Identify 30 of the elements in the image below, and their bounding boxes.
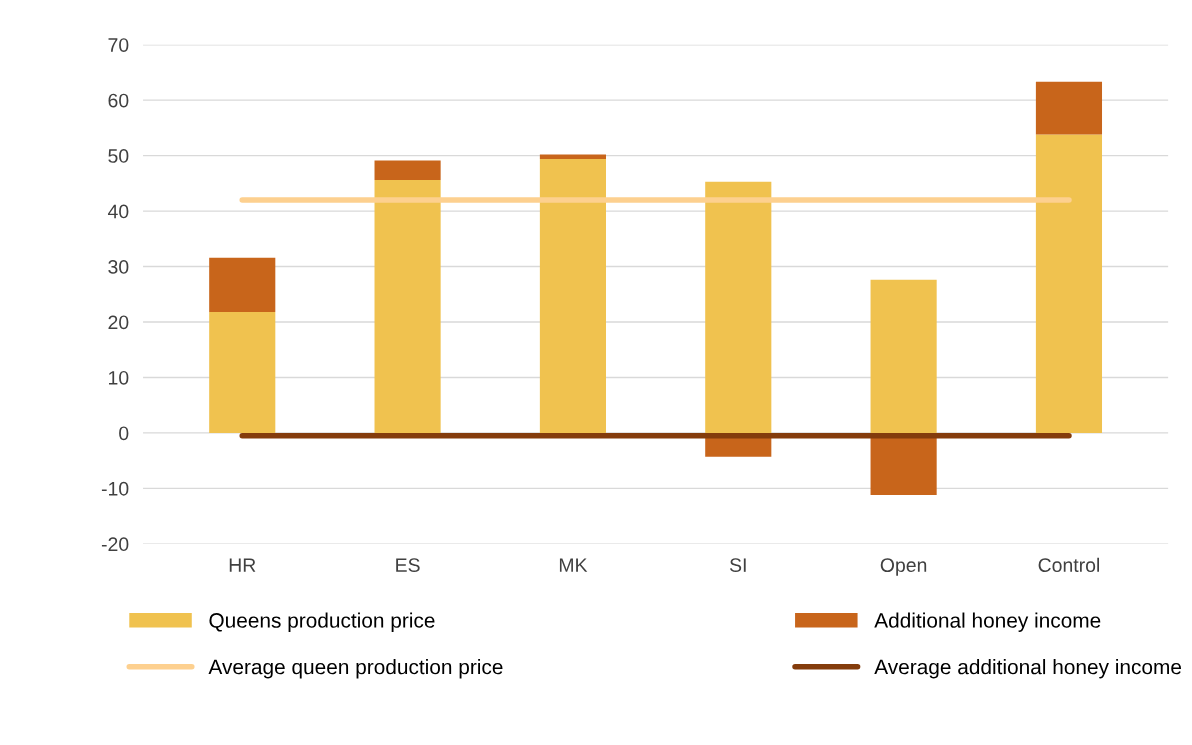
legend-label: Queens production price: [209, 612, 435, 632]
bar: [539, 158, 606, 433]
y-tick-label: 40: [107, 204, 129, 219]
y-tick-label: 50: [108, 149, 129, 163]
legend-label: Average additional honey income: [874, 659, 1182, 679]
y-tick-label: 20: [108, 315, 129, 330]
bar: [539, 154, 606, 159]
x-tick-label: Open: [880, 558, 927, 576]
bar: [374, 160, 441, 181]
bar: [209, 257, 276, 313]
x-tick-label: ES: [396, 558, 420, 573]
bar: [705, 181, 772, 433]
bar: [1035, 81, 1103, 135]
bar: [870, 279, 937, 433]
bar: [209, 312, 276, 433]
y-tick-label: 60: [108, 93, 129, 108]
bar: [1035, 134, 1103, 433]
bar: [374, 180, 441, 433]
y-tick-label: 0: [119, 426, 129, 441]
y-tick-label: -10: [101, 481, 129, 496]
legend-label: Additional honey income: [874, 612, 1101, 632]
x-tick-label: MK: [559, 558, 588, 572]
y-tick-label: 10: [109, 370, 129, 385]
y-tick-label: 70: [108, 38, 129, 52]
y-tick-label: -20: [101, 537, 129, 552]
x-tick-label: HR: [229, 558, 256, 572]
x-tick-label: SI: [729, 558, 746, 573]
x-tick-label: Control: [1038, 557, 1099, 573]
y-tick-label: 30: [108, 260, 129, 274]
legend-label: Average queen production price: [208, 659, 503, 679]
